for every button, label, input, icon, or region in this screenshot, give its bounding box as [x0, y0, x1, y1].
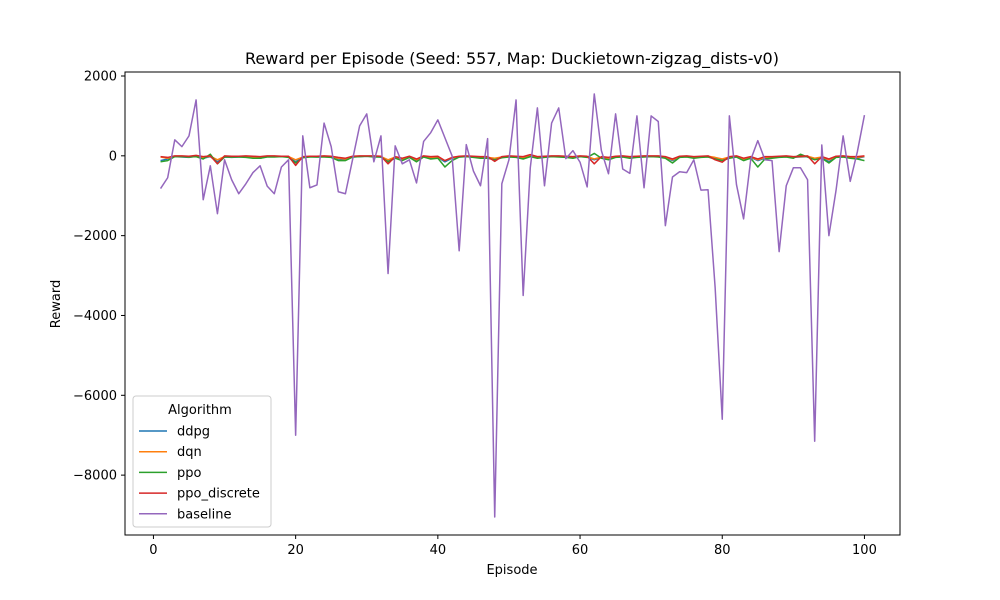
x-axis-ticks: 0 20 40 60 80 100 — [149, 535, 877, 558]
legend-box — [132, 395, 272, 528]
legend-title: Algorithm — [168, 403, 232, 418]
x-tick-label: 0 — [149, 543, 157, 558]
x-tick-label: 80 — [714, 543, 731, 558]
y-tick-label: 2000 — [84, 69, 117, 84]
legend-label-ppo: ppo — [177, 466, 202, 481]
y-tick-label: −8000 — [73, 469, 117, 484]
legend-label-baseline: baseline — [177, 507, 231, 522]
legend-label-ppo_discrete: ppo_discrete — [177, 487, 260, 502]
x-tick-label: 100 — [852, 543, 877, 558]
legend-items: ddpg dqn ppo ppo_discrete baseline — [139, 425, 260, 522]
y-tick-label: −4000 — [73, 309, 117, 324]
x-tick-label: 40 — [430, 543, 447, 558]
series-line-baseline — [159, 93, 866, 518]
y-tick-label: −6000 — [73, 389, 117, 404]
series-line-ppo_discrete — [160, 153, 865, 167]
legend: Algorithm ddpg dqn ppo ppo_discrete baseline — [132, 395, 272, 528]
x-axis-title: Episode — [486, 563, 537, 578]
plot-frame — [124, 71, 901, 536]
legend-label-ddpg: ddpg — [177, 425, 210, 440]
x-tick-label: 60 — [572, 543, 589, 558]
chart-title: Reward per Episode (Seed: 557, Map: Duck… — [245, 49, 779, 69]
y-axis-title: Reward — [49, 280, 64, 328]
y-axis-ticks: 2000 0 −2000 −4000 −6000 −8000 — [73, 69, 125, 484]
legend-label-dqn: dqn — [177, 445, 202, 460]
x-tick-label: 20 — [287, 543, 304, 558]
y-tick-label: 0 — [109, 149, 117, 164]
y-tick-label: −2000 — [73, 229, 117, 244]
series-lines — [159, 93, 866, 518]
series-line-ppo — [160, 152, 865, 168]
